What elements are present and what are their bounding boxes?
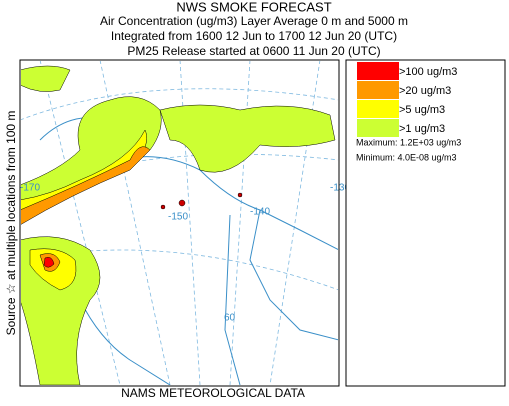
legend-label: >20 ug/m3 [399,85,451,97]
legend-label: >100 ug/m3 [399,66,457,78]
map: -170 -150 -140 -130 60 [19,59,350,387]
legend-label: >1 ug/m3 [399,123,445,135]
graticule [21,61,338,385]
longitude-label: -140 [250,207,270,218]
subtitle-line: Integrated from 1600 12 Jun to 1700 12 J… [111,29,397,43]
subtitle-line: PM25 Release started at 0600 11 Jun 20 (… [127,44,380,58]
minimum-label: Minimum: 4.0E-08 ug/m3 [356,152,457,162]
legend-swatch [357,81,399,99]
source-label: Source ☆ at multiple locations from 100 … [4,111,18,336]
source-marker [160,192,243,210]
footer: NAMS METEOROLOGICAL DATA [121,386,305,400]
legend-swatch [357,100,399,118]
legend-swatch [357,62,399,80]
legend-label: >5 ug/m3 [399,104,445,116]
legend-swatch [357,119,399,137]
smoke-plume [21,65,336,385]
legend: >100 ug/m3 >20 ug/m3 >5 ug/m3 >1 ug/m3 [357,62,457,137]
title: NWS SMOKE FORECAST [176,0,331,14]
longitude-label: -170 [20,183,40,194]
latitude-label: 60 [224,313,236,324]
maximum-label: Maximum: 1.2E+03 ug/m3 [356,137,461,147]
subtitle-line: Air Concentration (ug/m3) Layer Average … [100,14,408,28]
longitude-label: -130 [330,183,350,194]
longitude-label: -150 [168,212,188,223]
